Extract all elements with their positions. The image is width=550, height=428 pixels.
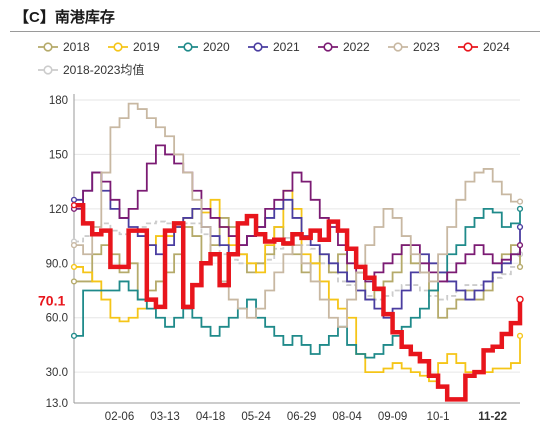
legend-label: 2024 (483, 40, 510, 54)
legend-swatch-marker (253, 42, 263, 52)
legend-label: 2021 (273, 40, 300, 54)
title-divider (10, 31, 540, 32)
x-tick-label: 09-09 (378, 411, 407, 423)
series-line-2022 (74, 144, 521, 283)
legend-label: 2018-2023均值 (63, 62, 144, 77)
series-end-marker (516, 332, 524, 339)
x-tick-label: 02-06 (105, 411, 134, 423)
x-tick-label: 10-1 (427, 411, 450, 423)
page-title: 【C】南港库存 (14, 9, 115, 26)
series-line-2018-2023 (74, 220, 521, 301)
x-tick-label: 03-13 (150, 411, 179, 423)
y-tick-label: 30.0 (46, 367, 68, 379)
legend-swatch-marker (43, 42, 53, 52)
y-tick-label: 60.0 (46, 313, 68, 325)
series-end-marker (516, 223, 524, 231)
y-tick-label: 120 (49, 204, 68, 216)
y-tick-label: 13.0 (46, 398, 68, 410)
series-start-marker (70, 242, 78, 249)
legend-swatch-marker (463, 42, 473, 52)
series-end-marker (516, 263, 524, 271)
series-line-2020 (74, 207, 521, 359)
y-tick-label: 180 (49, 95, 68, 107)
series-end-marker (516, 205, 524, 212)
legend-label: 2023 (413, 40, 440, 54)
legend-label: 2019 (133, 40, 160, 54)
legend-swatch-marker (183, 42, 193, 52)
series-end-marker (516, 242, 524, 249)
series-start-marker (70, 278, 78, 285)
x-tick-label: 05-24 (241, 411, 271, 423)
legend-swatch-marker (393, 42, 403, 52)
series-end-marker (516, 295, 524, 304)
series-start-marker (70, 196, 78, 203)
series-start-marker (70, 332, 78, 339)
series-start-marker (70, 202, 78, 209)
x-tick-label: 08-04 (332, 411, 362, 423)
series-line-2023 (74, 102, 520, 328)
legend-swatch-marker (113, 42, 123, 52)
series-line-2019 (74, 189, 521, 383)
x-tick-label: 04-18 (196, 411, 225, 423)
series-start-marker (70, 263, 78, 271)
series-end-marker (516, 198, 524, 205)
legend-label: 2022 (343, 40, 370, 54)
legend-label: 2020 (203, 40, 230, 54)
latest-value-label: 70.1 (38, 292, 65, 308)
y-tick-label: 150 (49, 149, 68, 161)
x-tick-label: 06-29 (287, 411, 316, 423)
legend-swatch-marker (43, 65, 53, 75)
x-tick-label: 11-22 (478, 411, 507, 423)
legend-swatch-marker (323, 42, 333, 52)
y-tick-label: 90.0 (46, 258, 68, 270)
series-line-2024 (74, 202, 523, 402)
legend-label: 2018 (63, 40, 90, 54)
